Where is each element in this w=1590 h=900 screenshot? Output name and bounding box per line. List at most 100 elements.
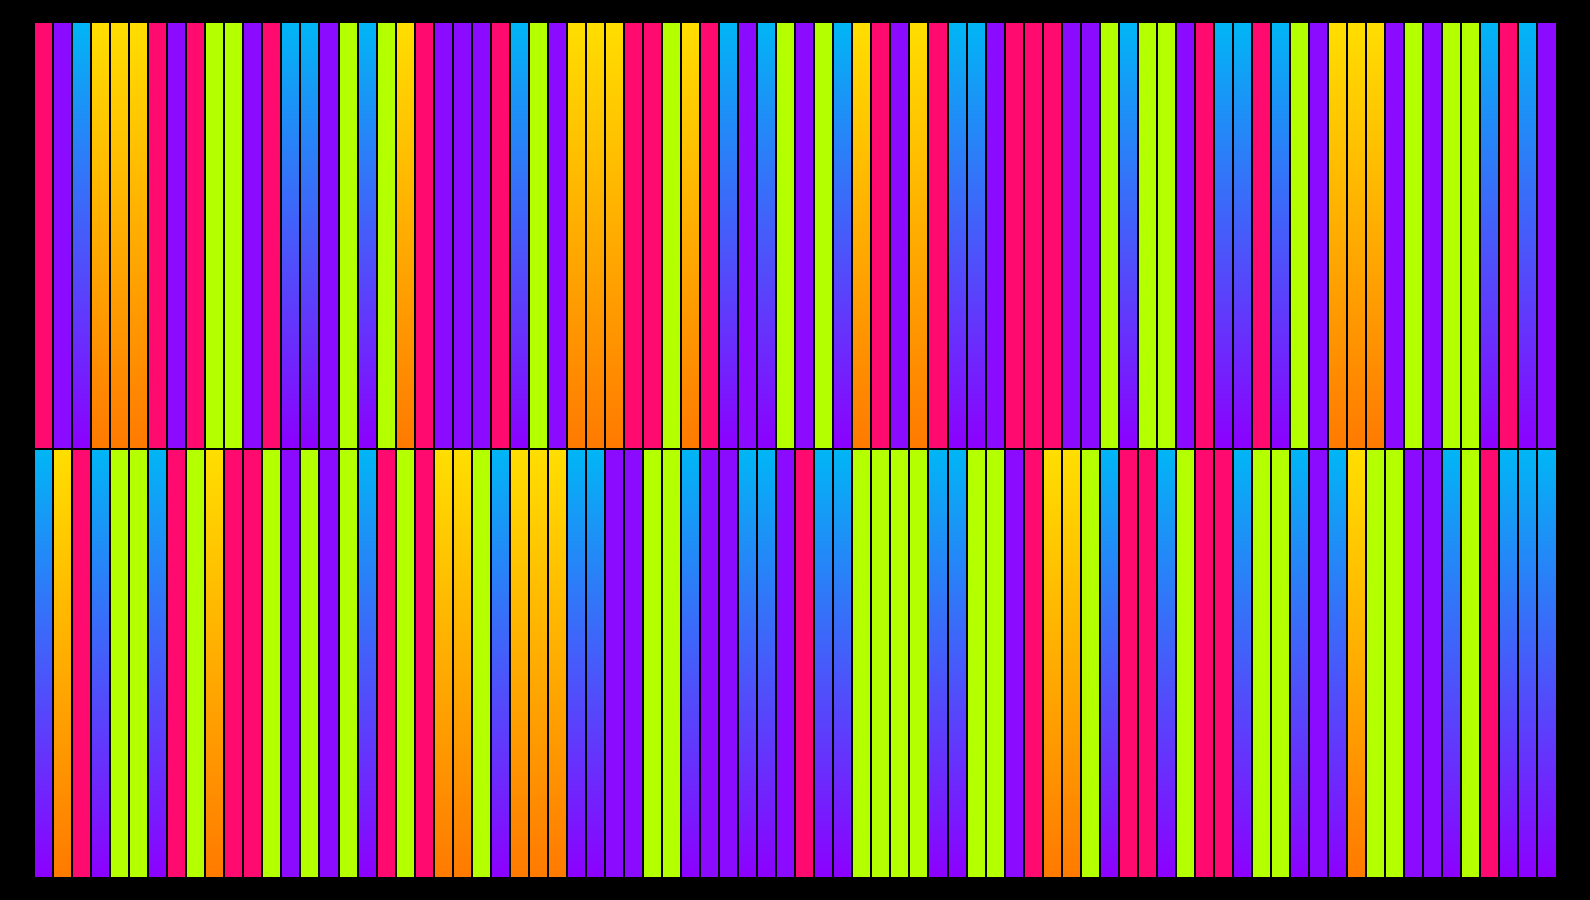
color-stripe xyxy=(663,23,683,450)
color-stripe xyxy=(1100,450,1120,877)
color-stripe xyxy=(548,23,568,450)
color-stripe xyxy=(320,23,340,450)
color-stripe xyxy=(644,23,664,450)
color-stripe xyxy=(358,23,378,450)
color-stripe xyxy=(834,23,854,450)
color-stripe xyxy=(282,23,302,450)
top-stripe-band xyxy=(35,23,1556,450)
color-stripe xyxy=(263,23,283,450)
color-stripe xyxy=(130,23,150,450)
color-stripe xyxy=(1348,23,1368,450)
color-stripe xyxy=(415,450,435,877)
color-stripe xyxy=(567,450,587,877)
color-stripe xyxy=(758,23,778,450)
color-stripe xyxy=(948,23,968,450)
color-stripe xyxy=(1214,23,1234,450)
color-stripe xyxy=(168,450,188,877)
color-stripe xyxy=(1005,450,1025,877)
color-stripe xyxy=(1233,450,1253,877)
color-stripe xyxy=(1195,450,1215,877)
color-stripe xyxy=(1195,23,1215,450)
color-stripe xyxy=(206,23,226,450)
color-stripe xyxy=(605,450,625,877)
color-stripe xyxy=(986,450,1006,877)
color-stripe xyxy=(739,450,759,877)
color-stripe xyxy=(1367,450,1387,877)
color-stripe xyxy=(301,450,321,877)
color-stripe xyxy=(396,450,416,877)
color-stripe xyxy=(1424,450,1444,877)
color-stripe xyxy=(1253,450,1273,877)
color-stripe xyxy=(320,450,340,877)
color-stripe xyxy=(1329,450,1349,877)
color-stripe xyxy=(1500,23,1520,450)
color-stripe xyxy=(73,450,93,877)
color-stripe xyxy=(1157,23,1177,450)
color-stripe xyxy=(301,23,321,450)
color-stripe xyxy=(472,450,492,877)
color-stripe xyxy=(796,450,816,877)
color-stripe xyxy=(720,23,740,450)
color-stripe xyxy=(244,23,264,450)
color-stripe xyxy=(1272,23,1292,450)
color-stripe xyxy=(111,450,131,877)
color-stripe xyxy=(73,23,93,450)
color-stripe xyxy=(1538,23,1556,450)
color-stripe xyxy=(358,450,378,877)
color-stripe xyxy=(92,450,112,877)
color-stripe xyxy=(853,450,873,877)
color-stripe xyxy=(948,450,968,877)
color-stripe xyxy=(663,450,683,877)
color-stripe xyxy=(1538,450,1556,877)
color-stripe xyxy=(1329,23,1349,450)
color-stripe xyxy=(225,450,245,877)
color-stripe xyxy=(1081,23,1101,450)
color-stripe xyxy=(815,450,835,877)
color-stripe xyxy=(872,23,892,450)
color-stripe xyxy=(777,450,797,877)
color-stripe xyxy=(1138,23,1158,450)
color-stripe xyxy=(149,23,169,450)
color-stripe xyxy=(1405,450,1425,877)
color-stripe xyxy=(453,23,473,450)
color-stripe xyxy=(35,450,55,877)
color-stripe xyxy=(1424,23,1444,450)
color-stripe xyxy=(1310,450,1330,877)
color-stripe xyxy=(130,450,150,877)
color-stripe xyxy=(415,23,435,450)
color-stripe xyxy=(796,23,816,450)
color-stripe xyxy=(929,450,949,877)
color-stripe xyxy=(1119,23,1139,450)
color-stripe xyxy=(605,23,625,450)
color-stripe xyxy=(1043,450,1063,877)
color-stripe xyxy=(567,23,587,450)
color-stripe xyxy=(396,23,416,450)
color-stripe xyxy=(472,23,492,450)
color-stripe xyxy=(929,23,949,450)
color-stripe xyxy=(187,450,207,877)
color-stripe xyxy=(1462,450,1482,877)
color-stripe xyxy=(967,450,987,877)
color-stripe xyxy=(1310,23,1330,450)
color-stripe xyxy=(986,23,1006,450)
color-stripe xyxy=(1157,450,1177,877)
color-stripe xyxy=(1062,23,1082,450)
color-stripe xyxy=(1024,23,1044,450)
color-stripe xyxy=(586,450,606,877)
color-stripe xyxy=(1119,450,1139,877)
color-stripe xyxy=(1176,450,1196,877)
color-stripe xyxy=(1291,450,1311,877)
color-stripe xyxy=(244,450,264,877)
color-stripe xyxy=(891,23,911,450)
color-stripe xyxy=(491,23,511,450)
color-stripe xyxy=(434,450,454,877)
color-stripe xyxy=(187,23,207,450)
color-stripe xyxy=(1081,450,1101,877)
stripe-grid xyxy=(35,23,1556,877)
color-stripe xyxy=(910,23,930,450)
color-stripe xyxy=(1176,23,1196,450)
color-stripe xyxy=(1043,23,1063,450)
color-stripe xyxy=(1405,23,1425,450)
color-stripe xyxy=(910,450,930,877)
